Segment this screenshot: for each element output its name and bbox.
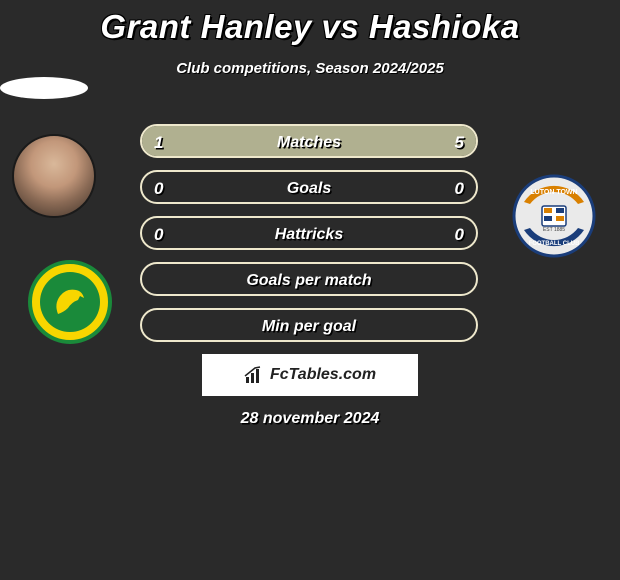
club-badge-left bbox=[28, 260, 112, 344]
stat-row: Goals per match bbox=[140, 262, 478, 296]
stat-bar: Goals per match bbox=[140, 262, 478, 296]
player-right-avatar bbox=[0, 77, 88, 99]
stat-value-left: 0 bbox=[154, 218, 163, 250]
stat-row: Goals0 0 bbox=[140, 170, 478, 204]
stat-label: Goals per match bbox=[142, 264, 476, 296]
stats-block: Matches15Goals00Hattricks00Goals per mat… bbox=[140, 124, 478, 354]
comparison-title: Grant Hanley vs Hashioka bbox=[0, 0, 620, 46]
stat-label: Hattricks bbox=[142, 218, 476, 250]
norwich-badge-icon bbox=[28, 260, 112, 344]
svg-text:EST 1885: EST 1885 bbox=[543, 227, 565, 233]
stat-label: Matches bbox=[142, 126, 476, 158]
bar-chart-icon bbox=[244, 365, 264, 385]
stat-row: Min per goal bbox=[140, 308, 478, 342]
stat-value-right: 5 bbox=[455, 126, 464, 158]
club-badge-right: LUTON TOWN FOOTBALL CLUB EST 1885 bbox=[512, 174, 596, 258]
stat-value-left: 0 bbox=[154, 172, 163, 204]
stat-value-right: 0 bbox=[455, 218, 464, 250]
player-left-avatar bbox=[12, 134, 96, 218]
stat-value-right: 0 bbox=[455, 172, 464, 204]
stat-value-left: 1 bbox=[154, 126, 163, 158]
svg-text:FOOTBALL CLUB: FOOTBALL CLUB bbox=[529, 241, 581, 247]
stat-bar: Hattricks0 0 bbox=[140, 216, 478, 250]
stat-bar: Goals0 0 bbox=[140, 170, 478, 204]
attribution-text: FcTables.com bbox=[270, 366, 376, 384]
player-avatar-placeholder bbox=[12, 134, 96, 218]
comparison-subtitle: Club competitions, Season 2024/2025 bbox=[0, 60, 620, 77]
comparison-date: 28 november 2024 bbox=[0, 410, 620, 428]
stat-row: Hattricks0 0 bbox=[140, 216, 478, 250]
attribution-badge: FcTables.com bbox=[202, 354, 418, 396]
stat-bar: Min per goal bbox=[140, 308, 478, 342]
stat-bar: Matches1 5 bbox=[140, 124, 478, 158]
stat-label: Min per goal bbox=[142, 310, 476, 342]
svg-text:LUTON TOWN: LUTON TOWN bbox=[530, 189, 577, 196]
stat-row: Matches1 5 bbox=[140, 124, 478, 158]
stat-label: Goals bbox=[142, 172, 476, 204]
luton-badge-icon: LUTON TOWN FOOTBALL CLUB EST 1885 bbox=[512, 174, 596, 258]
